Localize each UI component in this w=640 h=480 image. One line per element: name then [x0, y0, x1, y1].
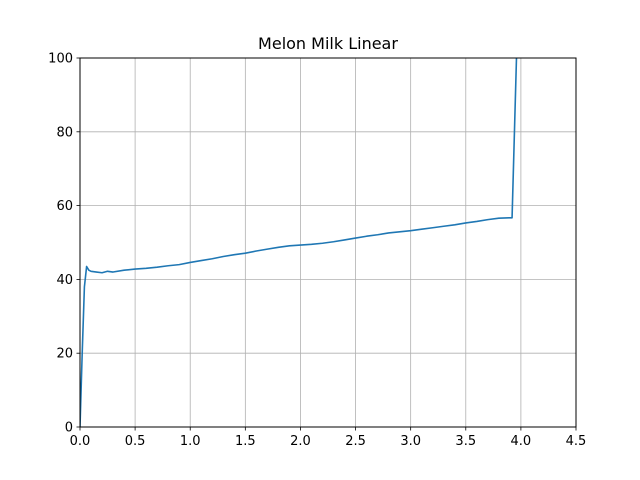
x-tick-label: 3.0 [400, 434, 421, 449]
chart-title: Melon Milk Linear [258, 34, 398, 53]
x-tick-label: 0.0 [70, 434, 91, 449]
series-line-0 [80, 58, 518, 427]
y-tick-label: 20 [56, 347, 73, 362]
y-tick-label: 80 [56, 125, 73, 140]
x-tick-label: 2.5 [345, 434, 366, 449]
y-tick-label: 40 [56, 273, 73, 288]
x-tick-label: 4.5 [566, 434, 587, 449]
x-tick-label: 4.0 [511, 434, 532, 449]
x-tick-label: 2.0 [290, 434, 311, 449]
x-tick-label: 1.0 [180, 434, 201, 449]
plot-frame [79, 57, 577, 428]
y-tick-label: 60 [56, 199, 73, 214]
x-tick-label: 3.5 [455, 434, 476, 449]
x-tick-label: 1.5 [235, 434, 256, 449]
y-tick-label: 100 [48, 52, 73, 67]
x-tick-label: 0.5 [125, 434, 146, 449]
series-group [80, 58, 518, 427]
y-axis: 0 20 40 60 80 100 [48, 52, 80, 436]
y-tick-label: 0 [65, 421, 73, 436]
x-axis: 0.0 0.5 1.0 1.5 2.0 2.5 3.0 3.5 4.0 4.5 [70, 427, 587, 449]
